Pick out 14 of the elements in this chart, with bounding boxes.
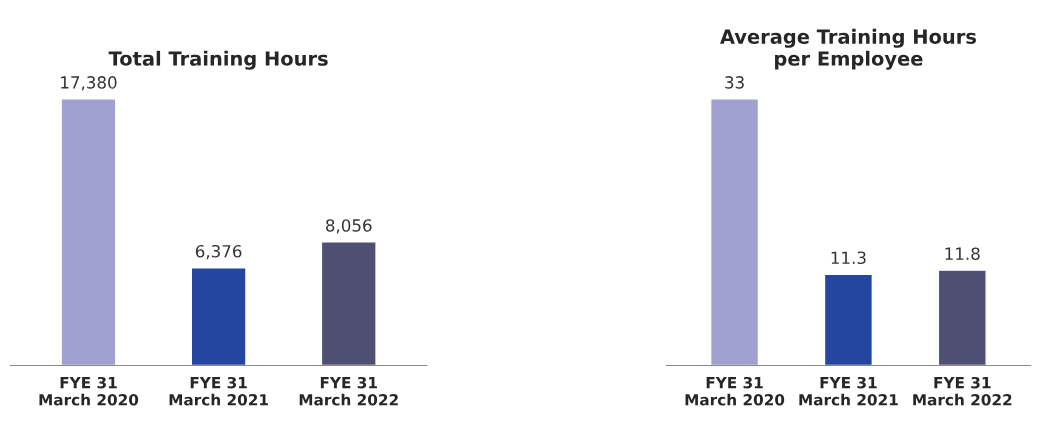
chart-title: Average Training Hours per Employee: [720, 28, 976, 70]
data-label: 17,380: [61, 76, 117, 91]
data-label: 11.8: [945, 247, 980, 260]
data-label: 33: [725, 76, 744, 89]
data-label: 11.3: [831, 251, 866, 265]
chart-title: Total Training Hours: [108, 50, 328, 70]
x-tick-label: FYE 31 March 2021: [169, 376, 268, 406]
data-label: 6,376: [195, 244, 242, 260]
x-tick-label: FYE 31 March 2022: [299, 376, 398, 406]
x-tick-label: FYE 31 March 2022: [913, 376, 1012, 406]
data-label: 8,056: [326, 219, 372, 234]
x-tick-label: FYE 31 March 2020: [39, 376, 139, 406]
x-tick-label: FYE 31 March 2020: [685, 376, 785, 406]
x-tick-label: FYE 31 March 2021: [799, 376, 898, 406]
